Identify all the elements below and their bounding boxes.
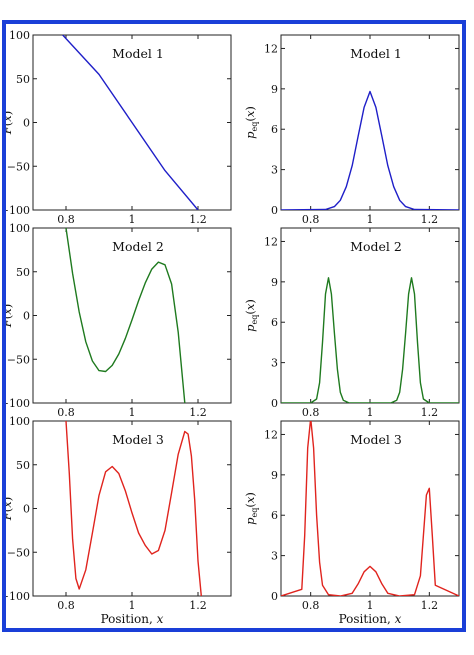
y-tick-label: −100 (6, 590, 30, 603)
panel-title: Model 2 (112, 239, 164, 254)
plot-frame (280, 34, 460, 211)
x-tick-label: 1 (129, 406, 136, 419)
y-tick-label: 100 (9, 29, 30, 42)
panel-title: Model 3 (350, 432, 402, 447)
y-tick-label: 3 (271, 550, 278, 563)
y-axis-label: peq(x) (243, 106, 259, 139)
series-line-left-3 (65, 421, 202, 596)
y-tick-label: 12 (264, 235, 278, 248)
y-tick-label: 50 (16, 266, 30, 279)
x-tick-label: 1 (129, 213, 136, 226)
x-tick-label: 1 (367, 213, 374, 226)
series-line-left-2 (65, 228, 186, 403)
series-line-right-1 (281, 90, 459, 210)
series-line-right-3 (281, 421, 459, 596)
y-tick-label: −50 (7, 353, 30, 366)
panel-title: Model 3 (112, 432, 164, 447)
y-tick-label: 100 (9, 222, 30, 235)
y-tick-label: 0 (271, 204, 278, 217)
y-tick-label: 0 (23, 503, 30, 516)
chart-panel-right-2: 12 9 6 3 0 0.8 1 1.2 Model 2 peq(x) (243, 227, 460, 419)
y-axis-label: F(x) (6, 111, 14, 135)
chart-panel-left-2: 100 50 0 −50 −100 0.8 1 1.2 Model 2 F(x) (0, 222, 232, 419)
y-tick-label: 0 (271, 397, 278, 410)
y-tick-label: 6 (271, 316, 278, 329)
series-line-right-2 (281, 277, 459, 403)
y-tick-label: 100 (9, 415, 30, 428)
x-tick-label: 1 (367, 406, 374, 419)
x-axis-label: Position, x (101, 612, 164, 626)
chart-panel-right-3: 12 9 6 3 0 0.8 1 1.2 Model 3 peq(x) Position, x (243, 420, 460, 626)
y-axis-label: peq(x) (243, 492, 259, 525)
x-axis-label: Position, x (339, 612, 402, 626)
y-tick-label: 3 (271, 164, 278, 177)
plot-frame (32, 227, 232, 404)
x-tick-label: 0.8 (302, 213, 320, 226)
panel-title: Model 2 (350, 239, 402, 254)
y-axis-label: F(x) (6, 497, 14, 521)
x-tick-label: 0.8 (57, 599, 75, 612)
y-tick-label: −100 (6, 204, 30, 217)
chart-panel-left-1: 100 50 0 −50 −100 0.8 1 1.2 Model 1 F(x) (0, 29, 232, 226)
caption-bottom-fragment (0, 636, 474, 655)
y-tick-label: 3 (271, 357, 278, 370)
x-tick-label: 1.2 (421, 406, 439, 419)
panel-title: Model 1 (112, 46, 164, 61)
x-tick-label: 1.2 (421, 213, 439, 226)
plot-frame (280, 227, 460, 404)
panel-title: Model 1 (350, 46, 402, 61)
y-tick-label: 6 (271, 509, 278, 522)
y-tick-label: −50 (7, 546, 30, 559)
x-tick-label: 1 (129, 599, 136, 612)
plot-frame (32, 420, 232, 597)
y-tick-label: 0 (23, 117, 30, 130)
y-tick-label: 0 (23, 310, 30, 323)
y-tick-label: 50 (16, 459, 30, 472)
y-tick-label: 9 (271, 469, 278, 482)
y-tick-label: 12 (264, 42, 278, 55)
y-tick-label: 0 (271, 590, 278, 603)
x-tick-label: 0.8 (302, 406, 320, 419)
y-tick-label: 12 (264, 428, 278, 441)
caption-top-fragment (0, 0, 474, 20)
y-tick-label: 9 (271, 83, 278, 96)
y-tick-label: 9 (271, 276, 278, 289)
x-tick-label: 1 (367, 599, 374, 612)
y-axis-label: F(x) (6, 304, 14, 328)
x-tick-label: 0.8 (57, 406, 75, 419)
y-tick-label: −100 (6, 397, 30, 410)
x-tick-label: 1.2 (421, 599, 439, 612)
x-tick-label: 0.8 (302, 599, 320, 612)
x-tick-label: 1.2 (189, 213, 207, 226)
y-tick-label: 6 (271, 123, 278, 136)
chart-panel-left-3: 100 50 0 −50 −100 0.8 1 1.2 Model 3 F(x) Position,… (0, 415, 232, 626)
x-tick-label: 1.2 (189, 599, 207, 612)
series-line-left-1 (62, 35, 199, 210)
y-tick-label: 50 (16, 73, 30, 86)
x-tick-label: 1.2 (189, 406, 207, 419)
y-axis-label: peq(x) (243, 299, 259, 332)
x-tick-label: 0.8 (57, 213, 75, 226)
y-tick-label: −50 (7, 160, 30, 173)
chart-panel-right-1: 12 9 6 3 0 0.8 1 1.2 Model 1 peq(x) (243, 34, 460, 226)
